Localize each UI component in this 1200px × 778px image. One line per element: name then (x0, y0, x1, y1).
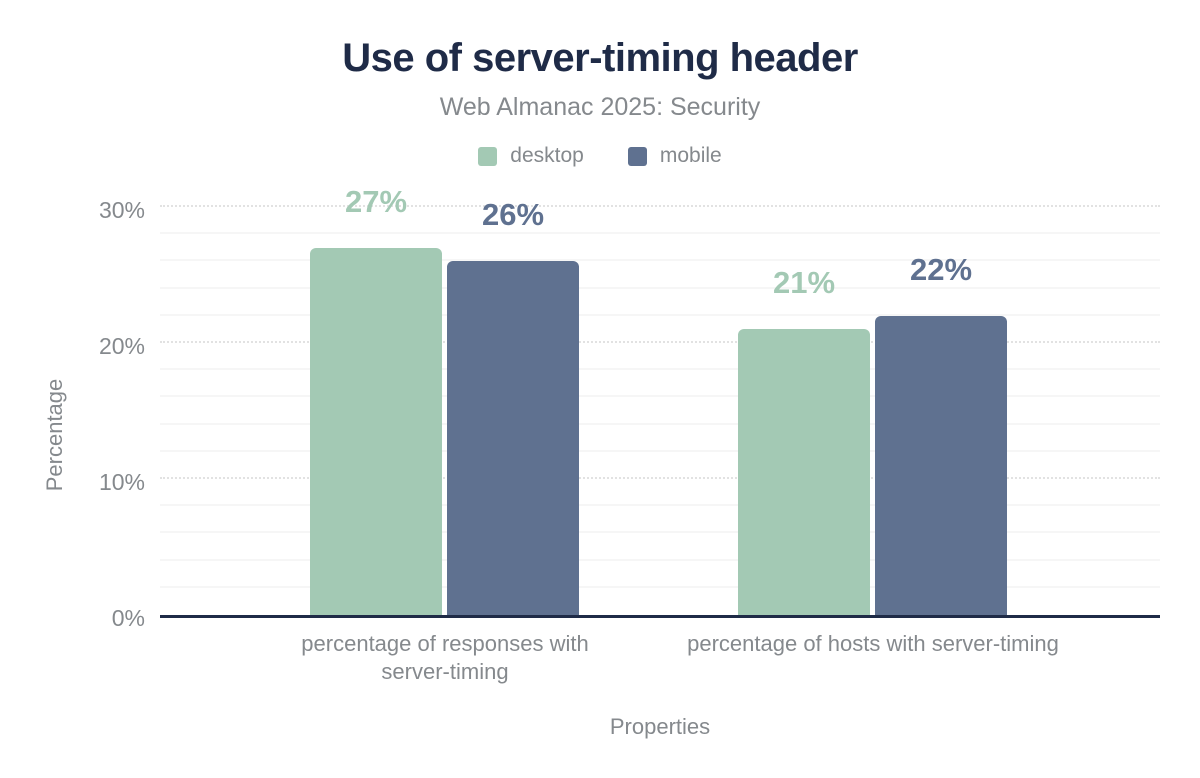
gridline-4 (160, 558, 1160, 561)
gridline-24 (160, 286, 1160, 289)
legend-item-mobile: mobile (627, 144, 722, 168)
gridline-2 (160, 585, 1160, 588)
x-category-label-hosts: percentage of hosts with server-timing (687, 631, 1059, 656)
value-label-desktop-category-1: 21% (772, 265, 836, 301)
mobile-swatch-icon (627, 146, 647, 166)
gridline-10 (160, 477, 1160, 479)
gridline-12 (160, 449, 1160, 452)
y-tick-30: 30% (98, 197, 145, 223)
bar-mobile-category-0[interactable] (447, 261, 579, 615)
gridline-28 (160, 232, 1160, 235)
legend: desktop mobile (0, 144, 1200, 168)
value-label-desktop-category-0: 27% (344, 183, 408, 219)
gridline-30 (160, 205, 1160, 207)
bar-desktop-category-1[interactable] (738, 329, 870, 615)
y-tick-0: 0% (111, 605, 145, 631)
gridline-16 (160, 395, 1160, 398)
chart-subtitle: Web Almanac 2025: Security (439, 93, 761, 121)
gridline-20 (160, 341, 1160, 343)
legend-label-desktop: desktop (510, 144, 584, 167)
desktop-swatch-icon (478, 146, 498, 166)
value-label-mobile-category-1: 22% (909, 251, 973, 287)
y-tick-10: 10% (98, 469, 145, 495)
x-category-label-responses: percentage of responses with server-timi… (301, 631, 589, 684)
x-axis-title: Properties (609, 714, 711, 739)
legend-label-mobile: mobile (659, 144, 722, 167)
gridline-26 (160, 259, 1160, 262)
gridline-8 (160, 504, 1160, 507)
plot-area: 27% 26% 21% 22% (160, 186, 1160, 618)
gridline-14 (160, 422, 1160, 425)
y-tick-20: 20% (98, 333, 145, 359)
bar-mobile-category-1[interactable] (875, 315, 1007, 615)
bar-desktop-category-0[interactable] (310, 247, 442, 615)
gridline-18 (160, 368, 1160, 371)
value-label-mobile-category-0: 26% (481, 197, 545, 233)
legend-item-desktop: desktop (478, 144, 584, 168)
y-axis-title: Percentage (42, 378, 67, 492)
gridline-22 (160, 313, 1160, 316)
chart-title: Use of server-timing header (342, 36, 858, 80)
gridline-6 (160, 531, 1160, 534)
